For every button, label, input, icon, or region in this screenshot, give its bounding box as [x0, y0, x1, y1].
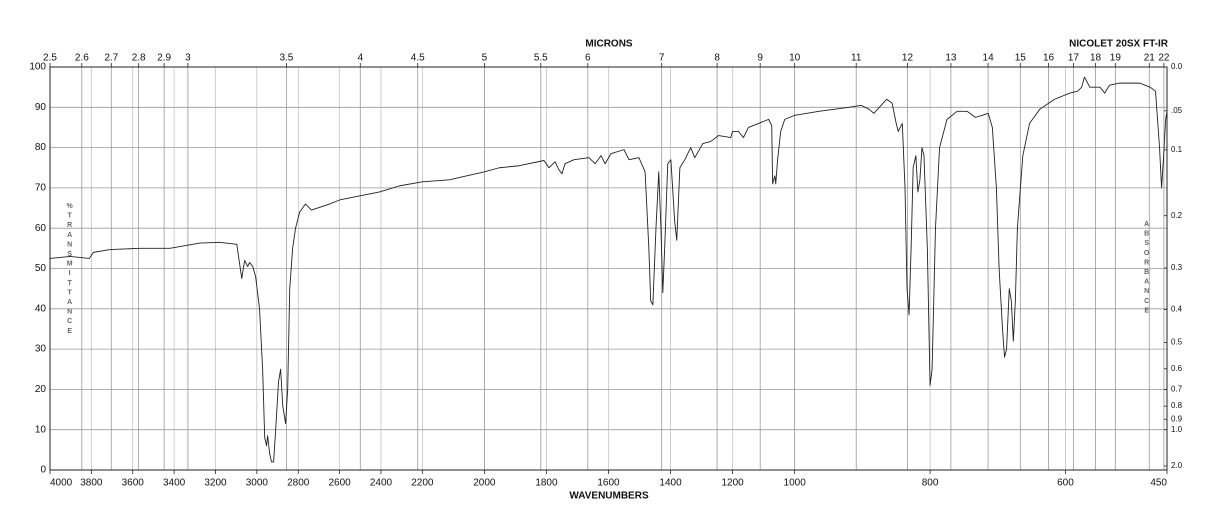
top-tick-label: 2.7 — [104, 53, 118, 64]
x-tick-label: 3000 — [246, 478, 269, 489]
x-tick-label: 3400 — [163, 478, 186, 489]
top-tick-label: 10 — [789, 53, 801, 64]
right-tick-label: 0.4 — [1171, 305, 1183, 314]
right-tick-label: 0.8 — [1171, 401, 1183, 410]
right-tick-label: 1.0 — [1171, 425, 1183, 434]
top-tick-label: 18 — [1090, 53, 1102, 64]
right-tick-label: 0.1 — [1171, 145, 1183, 154]
right-tick-label: 2.0 — [1171, 461, 1183, 470]
top-tick-label: 15 — [1015, 53, 1027, 64]
y-tick-label: 80 — [35, 142, 47, 153]
y-tick-label: 100 — [29, 62, 46, 73]
top-tick-label: 5 — [482, 53, 488, 64]
top-axis-title: MICRONS — [585, 39, 633, 50]
x-tick-label: 4000 — [50, 478, 73, 489]
top-tick-label: 17 — [1068, 53, 1080, 64]
right-tick-label: .05 — [1171, 106, 1183, 115]
right-tick-label: 0.6 — [1171, 364, 1183, 373]
y-axis-title: %TRANSMITTANCE — [65, 203, 73, 337]
x-tick-label: 2800 — [287, 478, 310, 489]
top-tick-label: 2.6 — [75, 53, 89, 64]
top-tick-label: 21 — [1144, 53, 1156, 64]
x-tick-label: 1800 — [535, 478, 558, 489]
top-tick-label: 3 — [185, 53, 191, 64]
top-tick-label: 3.5 — [279, 53, 293, 64]
top-tick-label: 12 — [902, 53, 914, 64]
plot — [49, 76, 1168, 463]
x-tick-label: 2000 — [473, 478, 496, 489]
x-tick-label: 2400 — [370, 478, 393, 489]
y-tick-label: 70 — [35, 183, 47, 194]
top-tick-label: 7 — [659, 53, 665, 64]
right-tick-label: 0.2 — [1171, 211, 1183, 220]
x-tick-label: 3200 — [204, 478, 227, 489]
y-tick-label: 20 — [35, 384, 47, 395]
top-tick-label: 2.5 — [43, 53, 57, 64]
x-tick-label: 2200 — [411, 478, 434, 489]
x-tick-label: 450 — [1150, 478, 1167, 489]
top-tick-label: 6 — [585, 53, 591, 64]
x-tick-label: 1200 — [721, 478, 744, 489]
right-axis-title: ABSORBANCE — [1143, 221, 1150, 317]
top-tick-label: 2.8 — [132, 53, 146, 64]
x-tick-label: 800 — [922, 478, 939, 489]
x-axis-title: WAVENUMBERS — [569, 491, 649, 502]
y-tick-label: 0 — [40, 465, 46, 476]
top-tick-label: 14 — [983, 53, 995, 64]
y-tick-label: 90 — [35, 102, 47, 113]
x-tick-label: 3600 — [122, 478, 145, 489]
y-tick-label: 40 — [35, 303, 47, 314]
right-tick-label: 0.0 — [1171, 62, 1183, 71]
right-tick-label: 0.3 — [1171, 263, 1183, 272]
spectrum-line — [49, 76, 1168, 463]
top-tick-label: 5.5 — [534, 53, 548, 64]
top-tick-label: 8 — [714, 53, 720, 64]
top-tick-label: 11 — [851, 53, 862, 64]
chart-title: NICOLET 20SX FT-IR — [1069, 39, 1169, 50]
y-tick-label: 50 — [35, 263, 47, 274]
right-tick-label: 0.5 — [1171, 338, 1183, 347]
x-tick-label: 1600 — [597, 478, 620, 489]
x-tick-label: 2600 — [328, 478, 351, 489]
x-tick-label: 1000 — [784, 478, 807, 489]
top-tick-label: 19 — [1110, 53, 1122, 64]
top-tick-label: 16 — [1043, 53, 1055, 64]
x-tick-label: 1400 — [659, 478, 682, 489]
right-tick-label: 0.9 — [1171, 414, 1183, 423]
top-tick-label: 22 — [1158, 53, 1170, 64]
y-tick-label: 60 — [35, 223, 47, 234]
x-tick-label: 3800 — [80, 478, 103, 489]
top-tick-label: 4 — [357, 53, 363, 64]
top-tick-label: 9 — [757, 53, 763, 64]
top-tick-label: 13 — [945, 53, 957, 64]
top-tick-label: 2.9 — [157, 53, 171, 64]
right-tick-label: 0.7 — [1171, 385, 1183, 394]
x-tick-label: 600 — [1057, 478, 1074, 489]
top-tick-label: 4.5 — [411, 53, 425, 64]
y-tick-label: 30 — [35, 344, 47, 355]
y-tick-label: 10 — [35, 424, 47, 435]
